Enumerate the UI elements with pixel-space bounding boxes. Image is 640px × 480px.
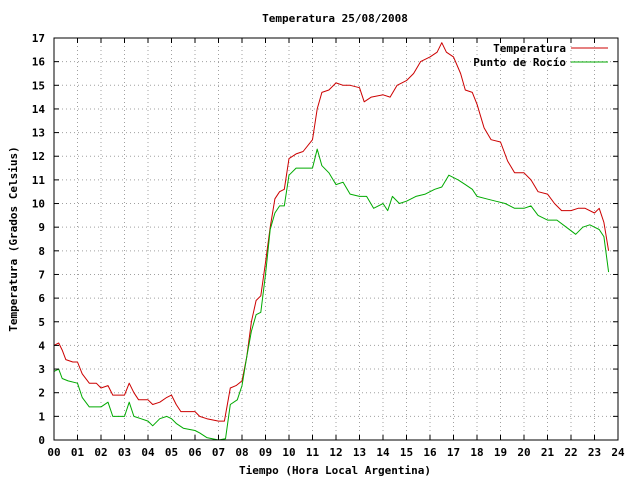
x-tick-label: 07 bbox=[212, 446, 225, 459]
x-tick-label: 05 bbox=[165, 446, 178, 459]
x-tick-label: 09 bbox=[259, 446, 272, 459]
y-tick-label: 10 bbox=[32, 198, 45, 211]
x-tick-label: 15 bbox=[400, 446, 413, 459]
x-tick-label: 13 bbox=[353, 446, 366, 459]
x-tick-label: 08 bbox=[235, 446, 248, 459]
y-tick-label: 17 bbox=[32, 32, 45, 45]
y-tick-label: 15 bbox=[32, 79, 45, 92]
x-tick-label: 23 bbox=[588, 446, 601, 459]
x-tick-label: 24 bbox=[611, 446, 625, 459]
series-layer bbox=[53, 42, 610, 441]
legend-label: Temperatura bbox=[493, 42, 566, 55]
x-tick-label: 14 bbox=[376, 446, 390, 459]
y-tick-label: 0 bbox=[38, 434, 45, 447]
y-tick-label: 1 bbox=[38, 410, 45, 423]
x-tick-label: 22 bbox=[564, 446, 577, 459]
y-tick-label: 9 bbox=[38, 221, 45, 234]
y-tick-label: 7 bbox=[38, 268, 45, 281]
series-line-1 bbox=[53, 148, 610, 441]
x-tick-label: 04 bbox=[141, 446, 155, 459]
x-axis-label: Tiempo (Hora Local Argentina) bbox=[239, 464, 431, 477]
x-tick-label: 02 bbox=[94, 446, 107, 459]
y-tick-label: 11 bbox=[32, 174, 46, 187]
y-tick-label: 16 bbox=[32, 56, 46, 69]
y-tick-label: 5 bbox=[38, 316, 45, 329]
y-tick-label: 12 bbox=[32, 150, 45, 163]
y-axis-label: Temperatura (Grados Celsius) bbox=[7, 146, 20, 331]
y-tick-label: 3 bbox=[38, 363, 45, 376]
x-tick-label: 12 bbox=[329, 446, 342, 459]
x-tick-label: 16 bbox=[423, 446, 437, 459]
y-tick-label: 4 bbox=[38, 339, 45, 352]
grid bbox=[54, 38, 618, 440]
legend-label: Punto de Rocío bbox=[473, 56, 566, 69]
x-tick-label: 06 bbox=[188, 446, 202, 459]
x-tick-label: 18 bbox=[470, 446, 483, 459]
ticks: 00 01 02 03 04 05 06 07 08 09 10 11 12 13 14 15 16 17 18 19… bbox=[32, 32, 625, 459]
x-tick-label: 11 bbox=[306, 446, 320, 459]
chart-title: Temperatura 25/08/2008 bbox=[262, 12, 408, 25]
x-tick-label: 21 bbox=[541, 446, 555, 459]
x-tick-label: 20 bbox=[517, 446, 530, 459]
y-tick-label: 6 bbox=[38, 292, 45, 305]
x-tick-label: 03 bbox=[118, 446, 131, 459]
x-tick-label: 00 bbox=[47, 446, 60, 459]
x-tick-label: 10 bbox=[282, 446, 295, 459]
y-tick-label: 8 bbox=[38, 245, 45, 258]
x-tick-label: 17 bbox=[447, 446, 460, 459]
y-tick-label: 13 bbox=[32, 127, 45, 140]
y-tick-label: 2 bbox=[38, 387, 45, 400]
series-line-0 bbox=[53, 42, 610, 422]
x-tick-label: 19 bbox=[494, 446, 507, 459]
x-tick-label: 01 bbox=[71, 446, 85, 459]
y-tick-label: 14 bbox=[32, 103, 46, 116]
